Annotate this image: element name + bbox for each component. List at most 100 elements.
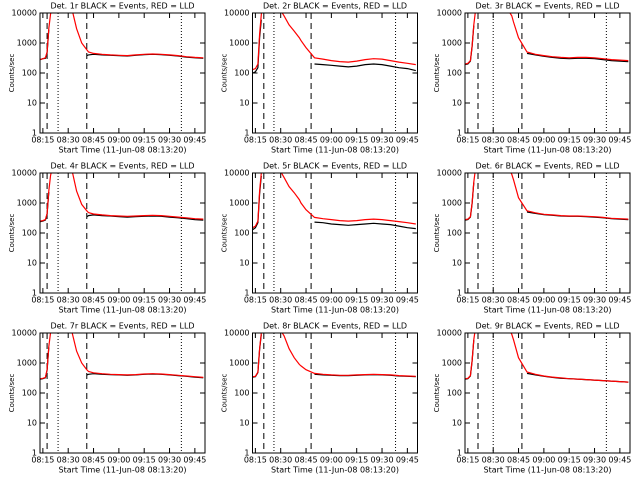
x-tick-label: 09:30 bbox=[583, 456, 606, 465]
x-tick-label: 09:00 bbox=[320, 296, 343, 305]
y-tick-label: 1000 bbox=[17, 359, 37, 368]
x-axis-label: Start Time (11-Jun-08 08:13:20) bbox=[484, 146, 612, 155]
data-line bbox=[252, 173, 416, 229]
x-tick-label: 09:45 bbox=[183, 296, 206, 305]
x-tick-label: 09:15 bbox=[345, 136, 368, 145]
x-tick-label: 08:15 bbox=[456, 296, 479, 305]
y-tick-label: 100 bbox=[447, 389, 462, 398]
x-tick-label: 08:30 bbox=[482, 456, 505, 465]
y-tick-label: 10 bbox=[239, 259, 249, 268]
y-tick-label: 1000 bbox=[442, 359, 462, 368]
x-tick-label: 09:15 bbox=[133, 136, 156, 145]
x-tick-label: 09:30 bbox=[371, 136, 394, 145]
y-axis-label: Counts/sec bbox=[433, 54, 441, 93]
x-tick-label: 09:30 bbox=[583, 136, 606, 145]
x-axis-label: Start Time (11-Jun-08 08:13:20) bbox=[271, 146, 399, 155]
data-line bbox=[252, 333, 416, 378]
x-tick-label: 09:30 bbox=[583, 296, 606, 305]
data-line bbox=[40, 13, 204, 61]
x-tick-label: 09:00 bbox=[532, 456, 555, 465]
x-tick-label: 08:15 bbox=[244, 136, 267, 145]
x-tick-label: 09:00 bbox=[107, 136, 130, 145]
x-axis-label: Start Time (11-Jun-08 08:13:20) bbox=[271, 466, 399, 475]
data-line bbox=[252, 175, 416, 231]
x-tick-label: 09:45 bbox=[608, 456, 631, 465]
data-line bbox=[40, 333, 204, 380]
y-tick-label: 1000 bbox=[442, 39, 462, 48]
y-tick-label: 1 bbox=[32, 129, 37, 138]
x-tick-label: 08:45 bbox=[295, 456, 318, 465]
plot-frame bbox=[252, 172, 418, 294]
x-tick-label: 08:30 bbox=[269, 136, 292, 145]
x-tick-label: 09:45 bbox=[396, 136, 419, 145]
y-axis-label: Counts/sec bbox=[221, 374, 229, 413]
data-line bbox=[465, 173, 629, 221]
plot-frame bbox=[39, 332, 206, 454]
data-line bbox=[252, 334, 416, 378]
x-tick-label: 09:00 bbox=[107, 456, 130, 465]
y-tick-label: 1 bbox=[244, 129, 249, 138]
x-tick-label: 09:15 bbox=[345, 456, 368, 465]
chart-title: Det. 2r BLACK = Events, RED = LLD bbox=[263, 2, 407, 11]
x-tick-label: 08:30 bbox=[57, 136, 80, 145]
plot-area bbox=[40, 13, 204, 133]
x-tick-label: 08:45 bbox=[507, 456, 530, 465]
plot-frame bbox=[39, 172, 206, 294]
plot-area bbox=[465, 13, 629, 133]
x-tick-label: 08:15 bbox=[244, 296, 267, 305]
y-tick-label: 100 bbox=[447, 69, 462, 78]
x-tick-label: 09:15 bbox=[133, 296, 156, 305]
x-tick-label: 08:45 bbox=[295, 296, 318, 305]
x-tick-label: 08:15 bbox=[31, 456, 54, 465]
x-axis-label: Start Time (11-Jun-08 08:13:20) bbox=[271, 306, 399, 315]
y-tick-label: 100 bbox=[234, 389, 249, 398]
data-line bbox=[40, 173, 204, 222]
x-tick-label: 09:30 bbox=[158, 296, 181, 305]
x-tick-label: 08:30 bbox=[482, 136, 505, 145]
plot-frame bbox=[252, 332, 418, 454]
y-tick-label: 1 bbox=[457, 129, 462, 138]
y-tick-label: 10000 bbox=[224, 169, 249, 178]
y-tick-label: 1000 bbox=[229, 39, 249, 48]
x-tick-label: 09:45 bbox=[183, 136, 206, 145]
y-axis-label: Counts/sec bbox=[8, 374, 16, 413]
y-tick-label: 100 bbox=[22, 69, 37, 78]
x-tick-label: 08:45 bbox=[295, 136, 318, 145]
x-tick-label: 08:30 bbox=[269, 456, 292, 465]
x-tick-label: 09:30 bbox=[371, 456, 394, 465]
x-tick-label: 08:30 bbox=[57, 296, 80, 305]
x-tick-label: 09:00 bbox=[532, 136, 555, 145]
y-tick-label: 1 bbox=[32, 289, 37, 298]
y-tick-label: 10000 bbox=[437, 9, 462, 18]
plot-area bbox=[40, 173, 204, 293]
y-tick-label: 100 bbox=[447, 229, 462, 238]
x-tick-label: 09:15 bbox=[558, 296, 581, 305]
x-tick-label: 08:15 bbox=[456, 456, 479, 465]
data-line bbox=[465, 333, 629, 383]
y-tick-label: 1000 bbox=[17, 39, 37, 48]
x-tick-label: 09:45 bbox=[608, 136, 631, 145]
y-axis-label: Counts/sec bbox=[8, 214, 16, 253]
plot-frame bbox=[464, 12, 631, 134]
x-tick-label: 09:00 bbox=[532, 296, 555, 305]
x-tick-label: 09:00 bbox=[320, 136, 343, 145]
y-tick-label: 10000 bbox=[12, 169, 37, 178]
plot-frame bbox=[252, 12, 418, 134]
x-axis-label: Start Time (11-Jun-08 08:13:20) bbox=[484, 306, 612, 315]
chart-title: Det. 7r BLACK = Events, RED = LLD bbox=[50, 322, 194, 331]
chart-title: Det. 5r BLACK = Events, RED = LLD bbox=[263, 162, 407, 171]
y-tick-label: 1 bbox=[244, 449, 249, 458]
x-axis-label: Start Time (11-Jun-08 08:13:20) bbox=[59, 466, 187, 475]
data-line bbox=[465, 13, 629, 65]
y-tick-label: 10000 bbox=[12, 9, 37, 18]
plot-area bbox=[252, 173, 416, 293]
x-tick-label: 08:45 bbox=[82, 296, 105, 305]
y-tick-label: 100 bbox=[22, 229, 37, 238]
y-tick-label: 1000 bbox=[229, 359, 249, 368]
y-tick-label: 100 bbox=[22, 389, 37, 398]
x-tick-label: 09:15 bbox=[558, 136, 581, 145]
x-tick-label: 09:30 bbox=[158, 136, 181, 145]
x-tick-label: 08:45 bbox=[82, 136, 105, 145]
chart-title: Det. 9r BLACK = Events, RED = LLD bbox=[475, 322, 619, 331]
y-tick-label: 1000 bbox=[17, 199, 37, 208]
